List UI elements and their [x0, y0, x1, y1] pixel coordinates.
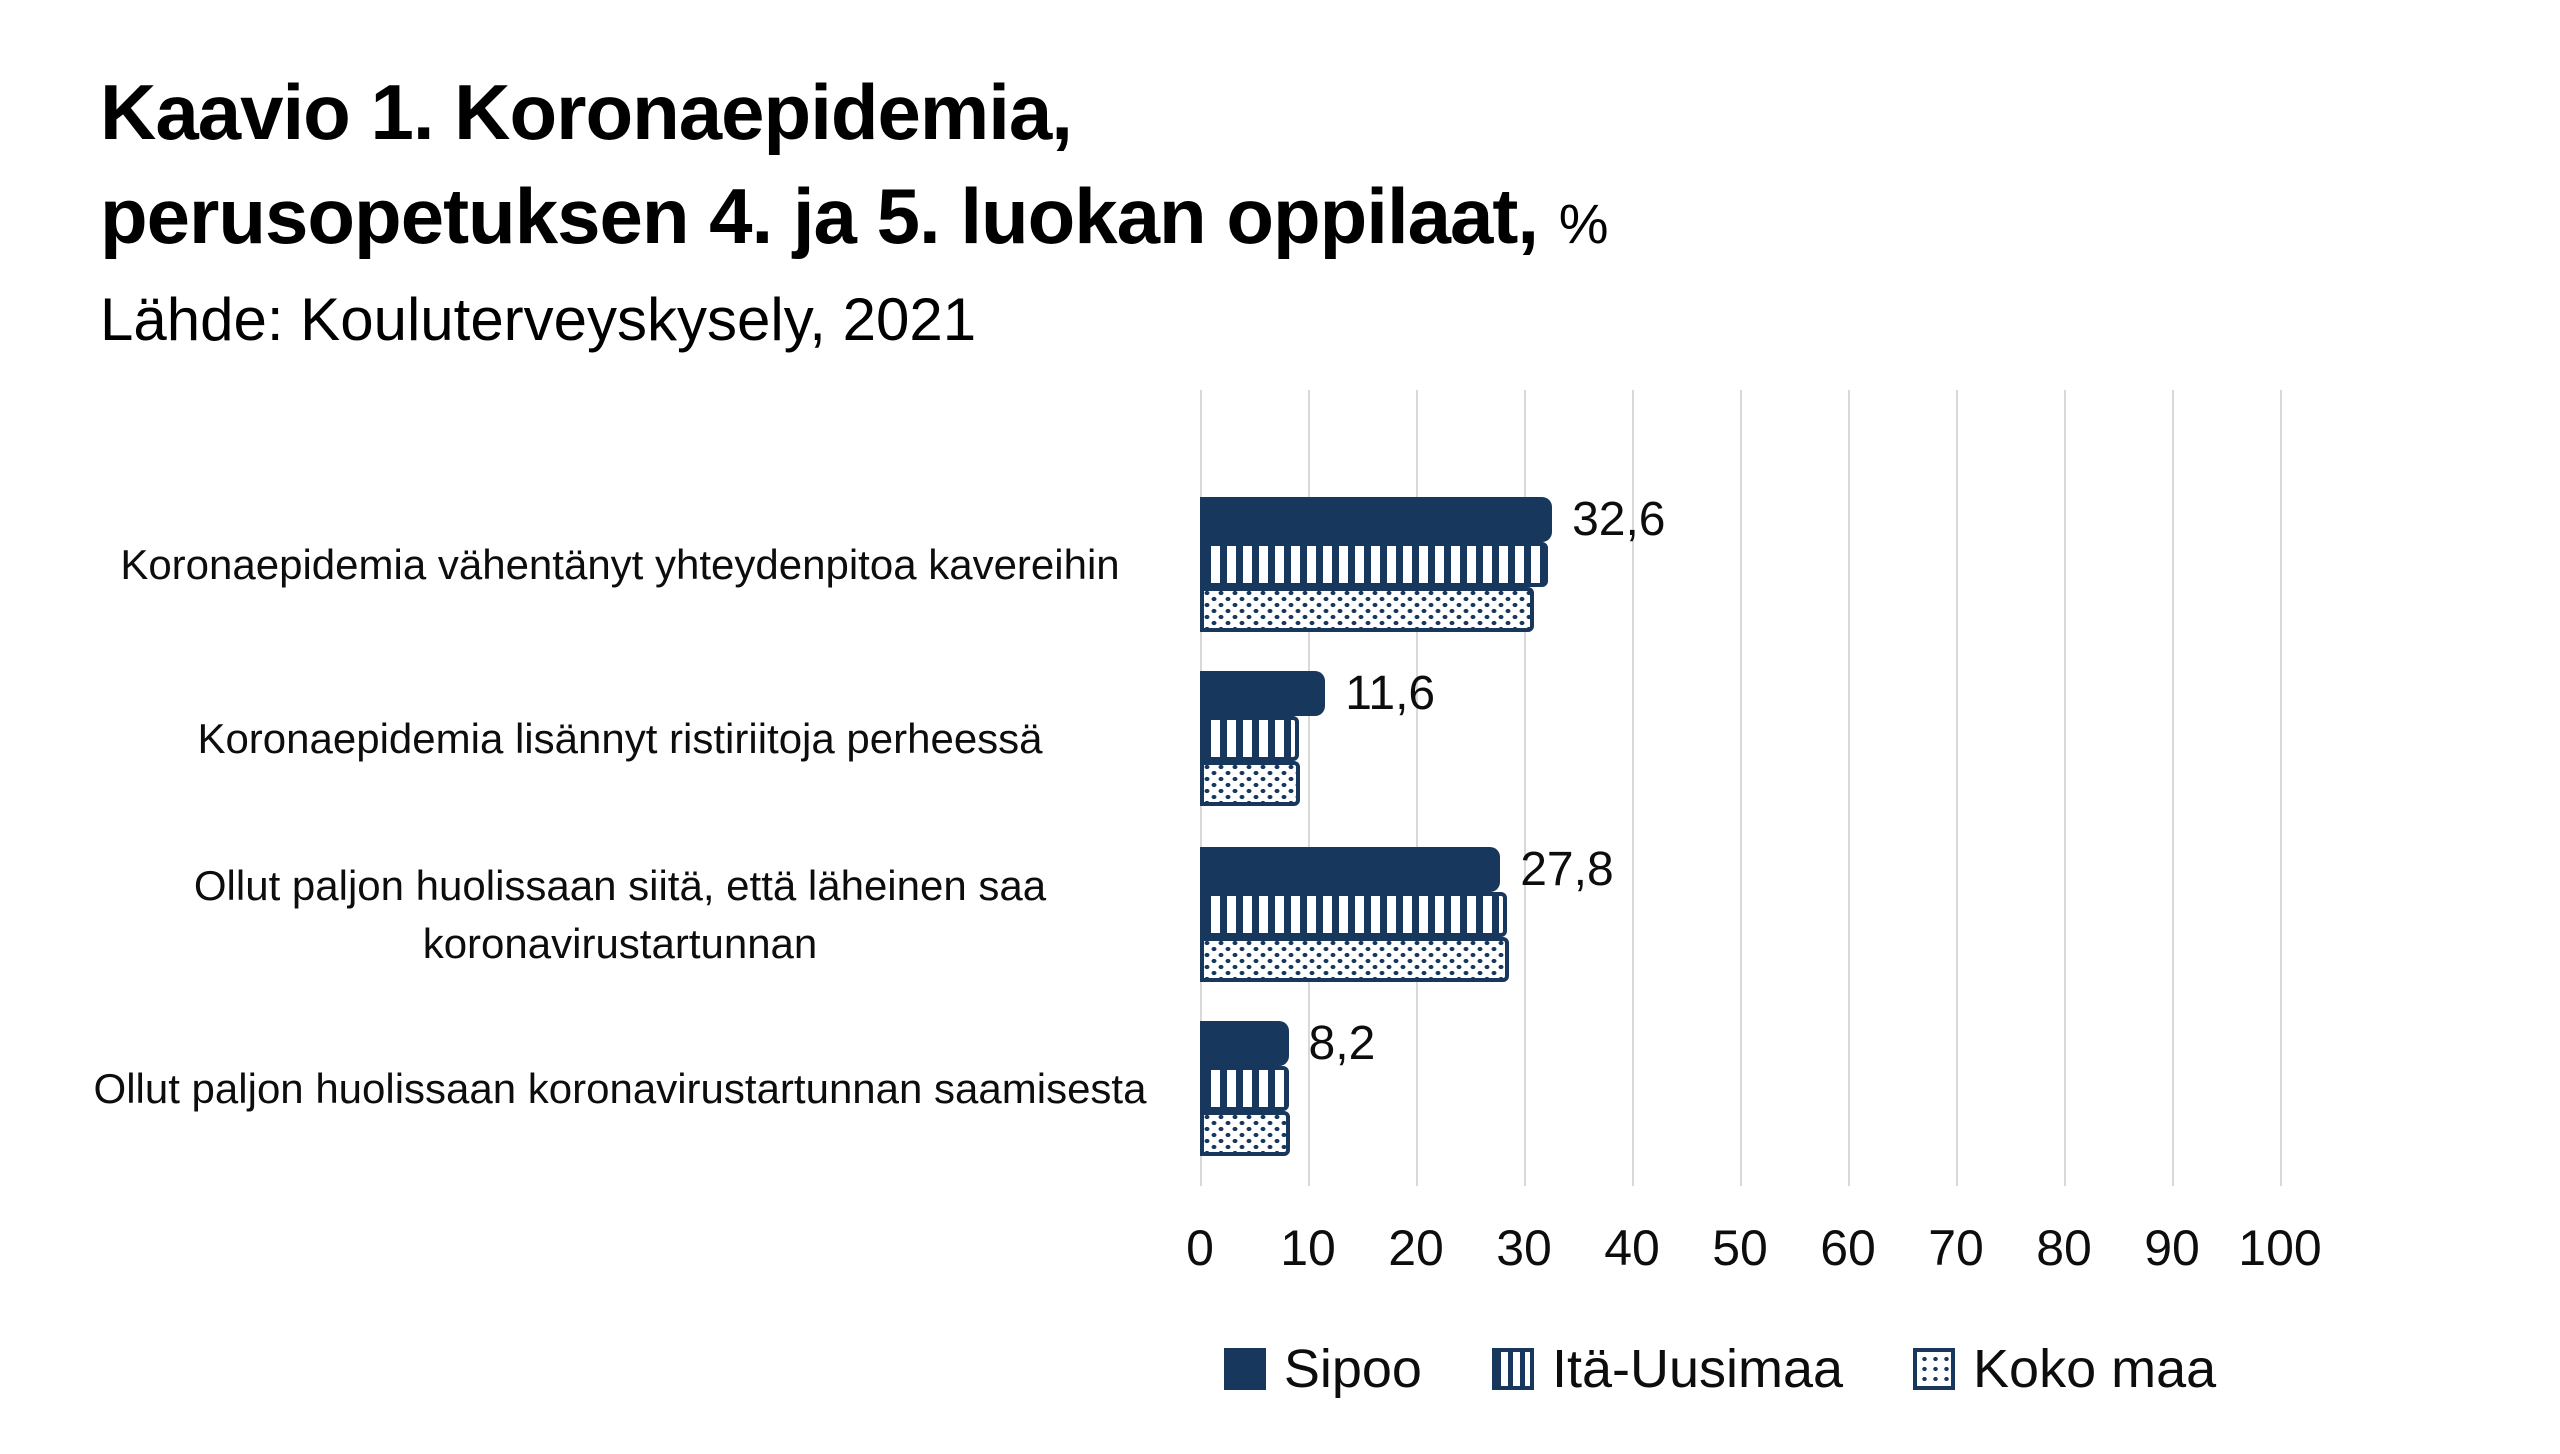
category-label: Ollut paljon huolissaan siitä, että lähe…: [193, 862, 1047, 967]
value-label: 8,2: [1308, 1017, 1376, 1070]
value-label: 11,6: [1345, 667, 1436, 720]
x-axis: 0 10 20 30 40 50 60 70 80 90 100: [1186, 1216, 2322, 1280]
bar-ita-uusimaa: [1200, 892, 1507, 937]
bar-sipoo: [1200, 497, 1553, 542]
value-label: 32,6: [1572, 493, 1666, 546]
bar-sipoo: [1200, 1021, 1289, 1066]
legend-label: Sipoo: [1283, 1339, 1422, 1399]
category-label: Koronaepidemia vähentänyt yhteydenpitoa …: [120, 541, 1120, 588]
plot-area: 32,6 11,6 27,8 8,2: [1200, 390, 2282, 1186]
bar-group: 11,6: [1200, 667, 2282, 806]
x-axis-tick: 50: [1712, 1220, 1768, 1276]
category-label: Koronaepidemia lisännyt ristiriitoja per…: [197, 715, 1043, 762]
sipoo-swatch-icon: [1223, 1348, 1266, 1390]
chart-title-line2-text: perusopetuksen 4. ja 5. luokan oppilaat,: [100, 172, 1539, 260]
bar-ita-uusimaa: [1200, 1066, 1289, 1111]
bar-ita-uusimaa: [1200, 716, 1300, 761]
x-axis-tick: 60: [1820, 1220, 1876, 1276]
x-axis-tick: 90: [2144, 1220, 2200, 1276]
x-axis-tick: 20: [1388, 1220, 1444, 1276]
percent-unit-label: %: [1558, 192, 1609, 255]
bar-koko-maa: [1200, 587, 1534, 632]
value-label: 27,8: [1520, 843, 1614, 896]
category-label: Ollut paljon huolissaan koronavirustartu…: [93, 1065, 1147, 1112]
x-axis-tick: 10: [1280, 1220, 1336, 1276]
bar-group: 27,8: [1200, 843, 2282, 982]
chart-source: Lähde: Kouluterveyskysely, 2021: [100, 286, 977, 353]
legend-item-ita-uusimaa: Itä-Uusimaa: [1491, 1338, 1844, 1400]
legend: Sipoo Itä-Uusimaa Koko maa: [1160, 1334, 2280, 1404]
x-axis-tick: 70: [1928, 1220, 1984, 1276]
x-axis-tick: 0: [1186, 1220, 1214, 1276]
title-block: Kaavio 1. Koronaepidemia, perusopetuksen…: [100, 60, 1609, 364]
bar-koko-maa: [1200, 761, 1301, 806]
legend-item-sipoo: Sipoo: [1223, 1338, 1422, 1400]
bar-group: 8,2: [1200, 1017, 2282, 1156]
bar-koko-maa: [1200, 937, 1509, 982]
bar-sipoo: [1200, 847, 1501, 892]
legend-label: Itä-Uusimaa: [1551, 1339, 1844, 1399]
x-axis-tick: 40: [1604, 1220, 1660, 1276]
bar-ita-uusimaa: [1200, 542, 1548, 587]
bar-sipoo: [1200, 671, 1326, 716]
legend-label: Koko maa: [1973, 1339, 2217, 1399]
koko-maa-swatch-icon: [1913, 1348, 1956, 1390]
ita-uusimaa-swatch-icon: [1491, 1348, 1534, 1390]
bar-koko-maa: [1200, 1111, 1290, 1156]
chart-title-line1: Kaavio 1. Koronaepidemia,: [100, 68, 1073, 156]
x-axis-tick: 30: [1496, 1220, 1552, 1276]
x-axis-tick: 80: [2036, 1220, 2092, 1276]
chart-title-line2: perusopetuksen 4. ja 5. luokan oppilaat,…: [100, 164, 1609, 276]
bar-group: 32,6: [1200, 493, 2282, 632]
legend-item-koko-maa: Koko maa: [1913, 1338, 2216, 1400]
x-axis-tick: 100: [2238, 1220, 2322, 1276]
